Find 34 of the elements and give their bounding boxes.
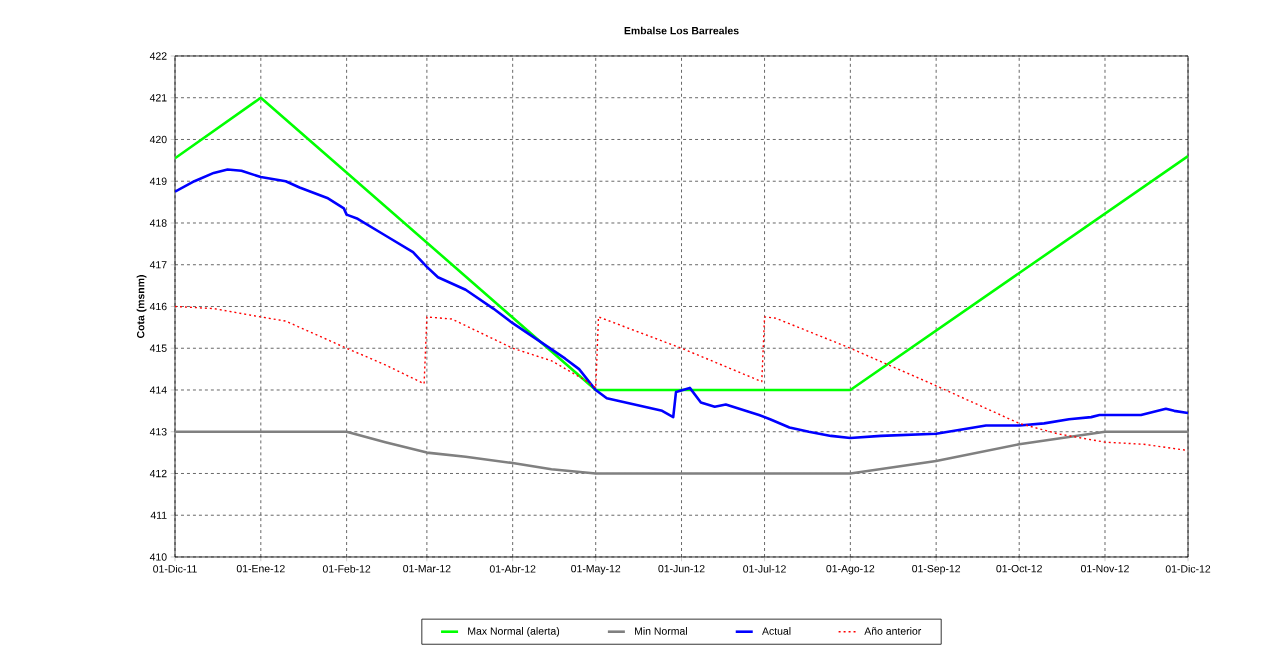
y-tick-label: 421 (149, 94, 167, 102)
x-tick-label: 01-Dic-12 (1165, 564, 1211, 573)
y-tick-label: 417 (149, 261, 167, 269)
line-series (175, 96, 1189, 392)
y-tick-label: 418 (149, 219, 167, 227)
chart-title: Embalse Los Barreales (624, 26, 739, 35)
legend-label: Año anterior (864, 627, 922, 635)
legend-label: Actual (762, 627, 791, 635)
legend-label: Max Normal (alerta) (468, 627, 560, 637)
y-tick-label: 411 (150, 511, 167, 519)
line-series (175, 430, 1189, 475)
x-tick-label: 01-Ago-12 (826, 564, 875, 575)
x-tick-label: 01-Abr-12 (489, 564, 536, 573)
y-tick-label: 422 (149, 52, 167, 60)
x-tick-label: 01-Jun-12 (658, 564, 705, 573)
x-tick-label: 01-Oct-12 (996, 564, 1042, 573)
x-tick-label: 01-Jul-12 (743, 564, 786, 573)
x-tick-label: 01-Dic-11 (153, 564, 197, 573)
x-tick-label: 01-Sep-12 (912, 564, 961, 575)
y-tick-label: 412 (149, 469, 167, 478)
y-tick-label: 410 (149, 553, 167, 561)
legend-label: Min Normal (635, 627, 687, 635)
y-tick-label: 420 (149, 135, 167, 144)
y-tick-label: 415 (149, 344, 167, 352)
x-tick-label: 01-Nov-12 (1080, 564, 1129, 573)
y-tick-label: 414 (149, 386, 167, 394)
x-tick-label: 01-Mar-12 (403, 564, 451, 573)
x-tick-label: 01-Ene-12 (236, 564, 285, 573)
y-tick-label: 419 (149, 177, 167, 185)
y-tick-label: 416 (149, 302, 167, 311)
y-axis-title: Cota (msnm) (136, 275, 147, 339)
x-tick-label: 01-Feb-12 (322, 564, 371, 573)
x-tick-label: 01-May-12 (571, 564, 621, 575)
y-tick-label: 413 (149, 428, 167, 436)
